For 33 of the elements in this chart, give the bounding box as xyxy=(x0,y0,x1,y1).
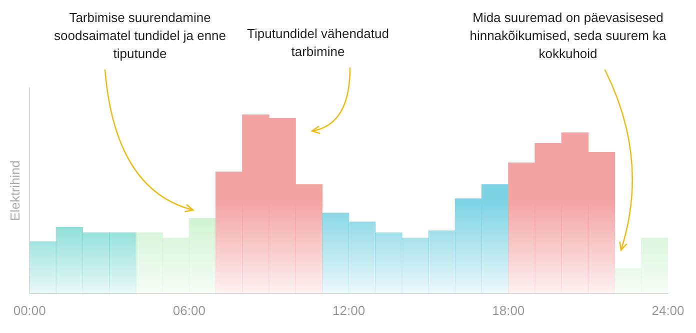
x-tick-label: 06:00 xyxy=(172,302,206,318)
x-tick-label: 12:00 xyxy=(332,302,366,318)
bar xyxy=(534,143,562,294)
bar xyxy=(402,238,429,294)
x-tick-label: 24:00 xyxy=(652,302,684,318)
bar xyxy=(242,114,270,294)
bar xyxy=(428,230,456,294)
x-tick-label: 00:00 xyxy=(13,302,46,318)
bar xyxy=(614,268,642,294)
bar xyxy=(136,232,163,294)
text: Mida suuremad on päevasisesed hinnakõikumised, seda suurem ka kokkuhoid xyxy=(470,10,668,62)
bar xyxy=(30,241,57,294)
bar xyxy=(268,118,296,294)
x-tick-label: 18:00 xyxy=(492,302,525,318)
bar xyxy=(295,184,323,294)
bar xyxy=(56,226,84,294)
bar xyxy=(348,222,376,294)
bar xyxy=(109,232,136,294)
text: Tarbimise suurendamine soodsaimatel tundidel ja enne tiputunde xyxy=(54,10,226,62)
bar xyxy=(162,238,190,294)
bar xyxy=(215,172,243,294)
bar xyxy=(375,232,402,294)
bar xyxy=(481,184,509,294)
bar xyxy=(188,218,216,294)
bar xyxy=(454,198,482,294)
bar xyxy=(561,132,589,294)
bar xyxy=(588,152,616,294)
y-axis-title: Elektrihind xyxy=(7,160,22,222)
bar xyxy=(322,212,350,294)
bar xyxy=(508,162,536,294)
text: Tiputundidel vähendatud tarbimine xyxy=(247,26,389,60)
bar xyxy=(641,238,668,294)
bar xyxy=(82,232,110,294)
